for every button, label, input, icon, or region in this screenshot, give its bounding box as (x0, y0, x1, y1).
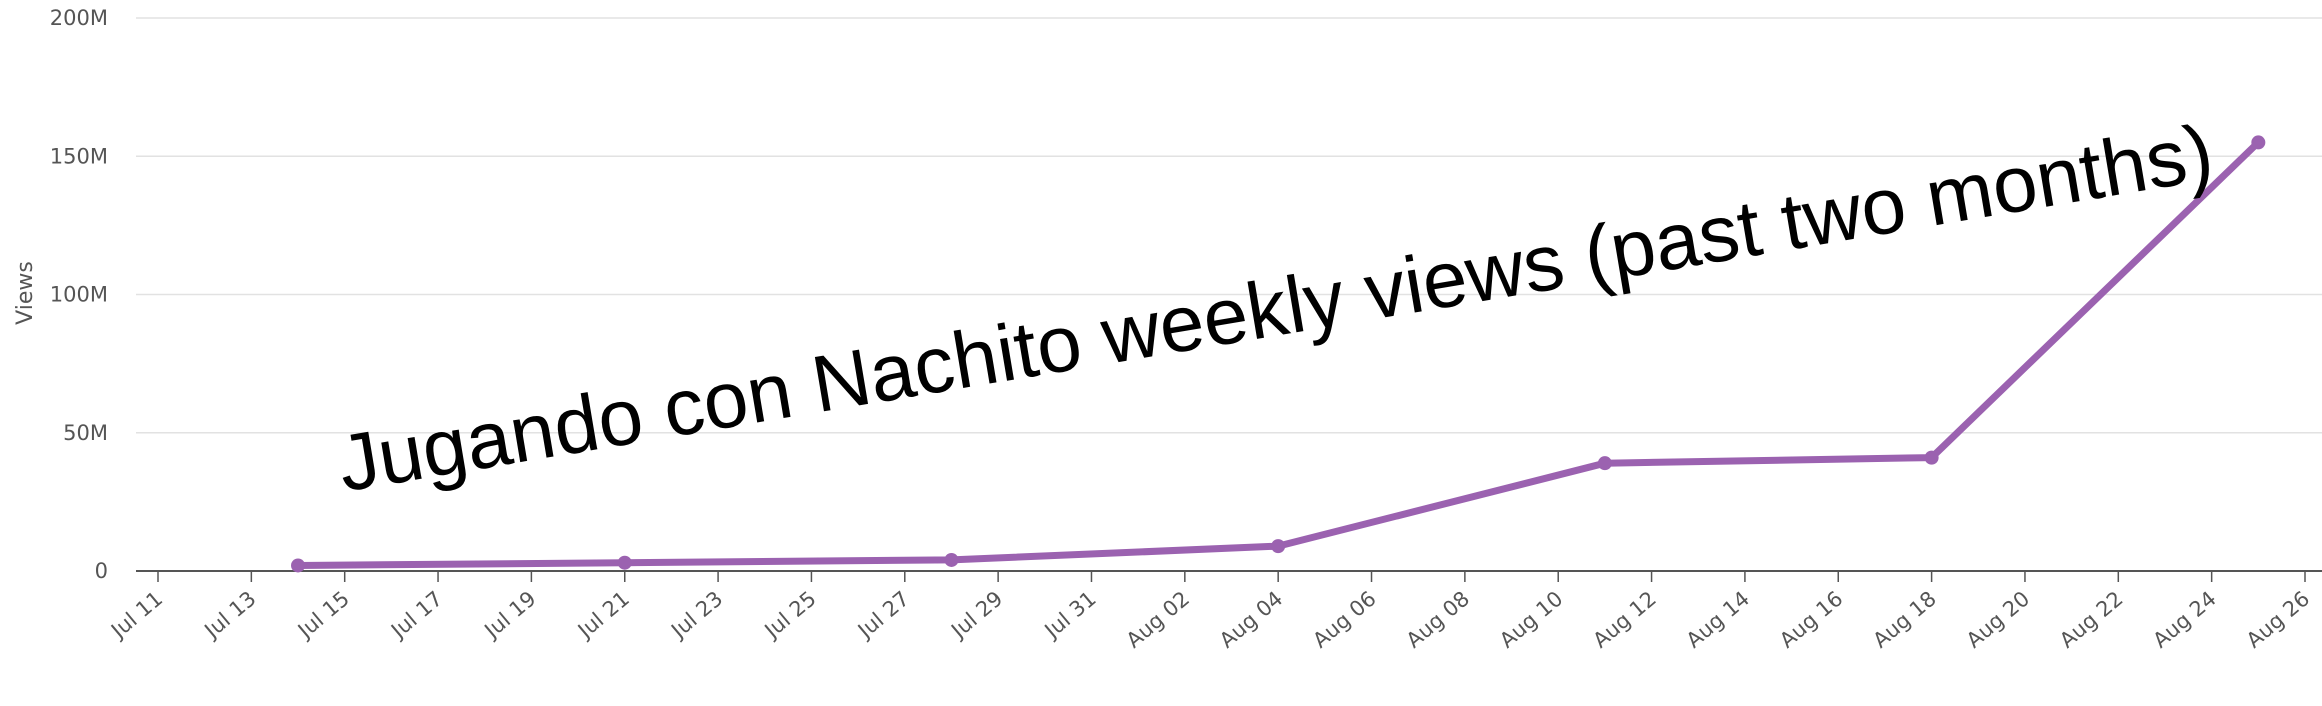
x-tick-label: Aug 10 (1495, 586, 1567, 652)
series-layer (291, 135, 2266, 573)
data-point (1924, 450, 1939, 465)
x-tick-label: Jul 15 (292, 586, 354, 643)
data-point (617, 555, 632, 570)
x-tick-label: Aug 26 (2242, 586, 2314, 652)
x-tick-label: Aug 18 (1868, 586, 1940, 652)
y-tick-label: 50M (63, 421, 108, 445)
y-tick-label: 100M (50, 283, 108, 307)
data-point (1597, 456, 1612, 471)
x-tick-label: Jul 19 (479, 586, 541, 643)
x-tick-label: Aug 24 (2148, 586, 2220, 652)
x-tick-label: Jul 17 (385, 586, 447, 643)
y-axis-title: Views (13, 261, 38, 325)
x-tick-label: Jul 13 (199, 586, 261, 643)
x-tick-label: Jul 27 (852, 586, 914, 643)
x-tick-label: Aug 16 (1775, 586, 1847, 652)
x-tick-label: Aug 14 (1682, 586, 1754, 652)
y-tick-label: 0 (95, 559, 108, 583)
x-tick-label: Aug 08 (1402, 586, 1474, 652)
x-tick-label: Aug 06 (1308, 586, 1380, 652)
x-tick-label: Aug 02 (1122, 586, 1194, 652)
x-tick-label: Aug 12 (1588, 586, 1660, 652)
x-tick-label: Jul 21 (572, 586, 634, 643)
y-tick-label: 150M (50, 144, 108, 168)
chart-title: Jugando con Nachito weekly views (past t… (332, 107, 2219, 508)
x-tick-label: Aug 04 (1215, 586, 1287, 652)
x-tick-label: Jul 31 (1039, 586, 1101, 643)
data-point (291, 558, 306, 573)
x-tick-label: Aug 20 (1962, 586, 2034, 652)
x-axis-ticks: Jul 11 Jul 13 Jul 15 Jul 17 Jul 19 Jul 21 Jul … (105, 571, 2314, 653)
x-tick-label: Jul 23 (665, 586, 727, 643)
y-tick-label: 200M (50, 6, 108, 30)
y-axis-ticks: 0 50M 100M 150M 200M (50, 6, 108, 583)
data-point (2251, 135, 2266, 150)
x-tick-label: Jul 11 (105, 586, 167, 643)
x-tick-label: Jul 25 (759, 586, 821, 643)
x-tick-label: Aug 22 (2055, 586, 2127, 652)
x-tick-label: Jul 29 (945, 586, 1007, 643)
data-point (944, 552, 959, 567)
data-point (1271, 539, 1286, 554)
